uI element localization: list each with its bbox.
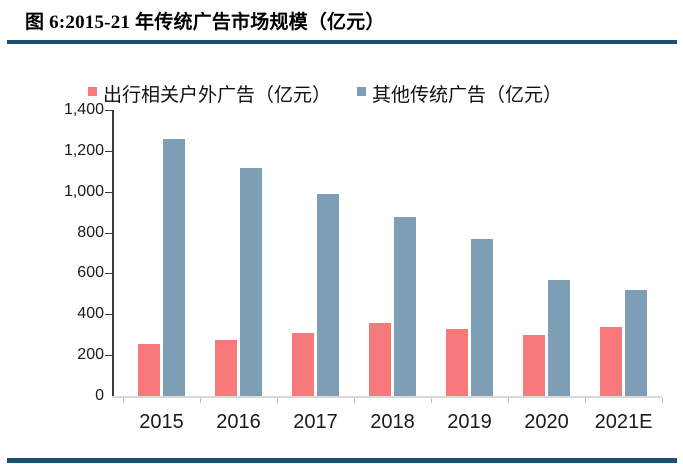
figure-title: 图 6:2015-21 年传统广告市场规模（亿元） [25, 12, 385, 33]
legend-swatch-icon [88, 86, 97, 96]
legend-label: 出行相关户外广告（亿元） [103, 83, 332, 106]
x-axis-category-label: 2016 [216, 411, 261, 433]
bar-2015-series0 [138, 344, 160, 396]
bar-2019-series1 [471, 239, 493, 396]
bar-2017-series0 [292, 333, 314, 396]
x-axis-tick [508, 398, 509, 403]
x-axis-line [112, 396, 662, 398]
legend-item: 出行相关户外广告（亿元） [88, 80, 331, 107]
bar-2015-series1 [163, 139, 185, 396]
x-axis-tick [662, 398, 663, 403]
chart-legend: 出行相关户外广告（亿元） 其他传统广告（亿元） [88, 80, 562, 106]
x-axis-category-label: 2020 [524, 411, 569, 433]
legend-item: 其他传统广告（亿元） [357, 80, 562, 107]
bottom-divider-line [7, 458, 677, 463]
bar-2017-series1 [317, 194, 339, 396]
x-axis-tick [123, 398, 124, 403]
y-axis-tick [105, 314, 112, 316]
y-axis-tick [105, 110, 112, 111]
bar-2019-series0 [446, 329, 468, 396]
y-axis-tick-label: 400 [77, 305, 104, 323]
x-axis-tick [200, 398, 201, 403]
x-axis-tick [354, 398, 355, 403]
y-axis-tick-label: 1,200 [63, 141, 104, 159]
y-axis-tick-label: 1,400 [63, 101, 104, 118]
x-axis-category-label: 2018 [370, 411, 415, 433]
y-axis-tick-label: 0 [95, 387, 104, 404]
x-axis-category-label: 2019 [447, 411, 492, 433]
bar-2021E-series1 [625, 290, 647, 396]
x-axis-category-label: 2017 [293, 411, 338, 433]
x-axis-tick [431, 398, 432, 403]
y-axis-tick [105, 355, 112, 357]
y-axis-tick-label: 800 [77, 223, 104, 241]
y-axis-tick [105, 150, 112, 152]
y-axis-tick-label: 200 [77, 346, 104, 364]
bar-2021E-series0 [600, 327, 622, 396]
x-axis-category-label: 2015 [139, 411, 184, 433]
bar-2020-series0 [523, 335, 545, 396]
x-axis-tick [277, 398, 278, 403]
bar-2020-series1 [548, 280, 570, 396]
y-axis-tick [105, 191, 112, 193]
x-axis-category-label: 2021E [594, 411, 653, 433]
y-axis-tick [105, 273, 112, 275]
bar-2018-series1 [394, 217, 416, 396]
y-axis-tick-label: 600 [77, 264, 104, 282]
legend-swatch-icon [357, 86, 367, 96]
bar-2016-series0 [215, 340, 237, 396]
x-axis-tick [585, 398, 586, 403]
y-axis-line [112, 110, 114, 398]
y-axis-tick-label: 1,000 [63, 182, 104, 200]
title-divider-line [7, 40, 677, 44]
y-axis-tick [105, 232, 112, 234]
bar-2016-series1 [240, 168, 262, 396]
legend-label: 其他传统广告（亿元） [372, 83, 563, 106]
bar-2018-series0 [369, 323, 391, 396]
